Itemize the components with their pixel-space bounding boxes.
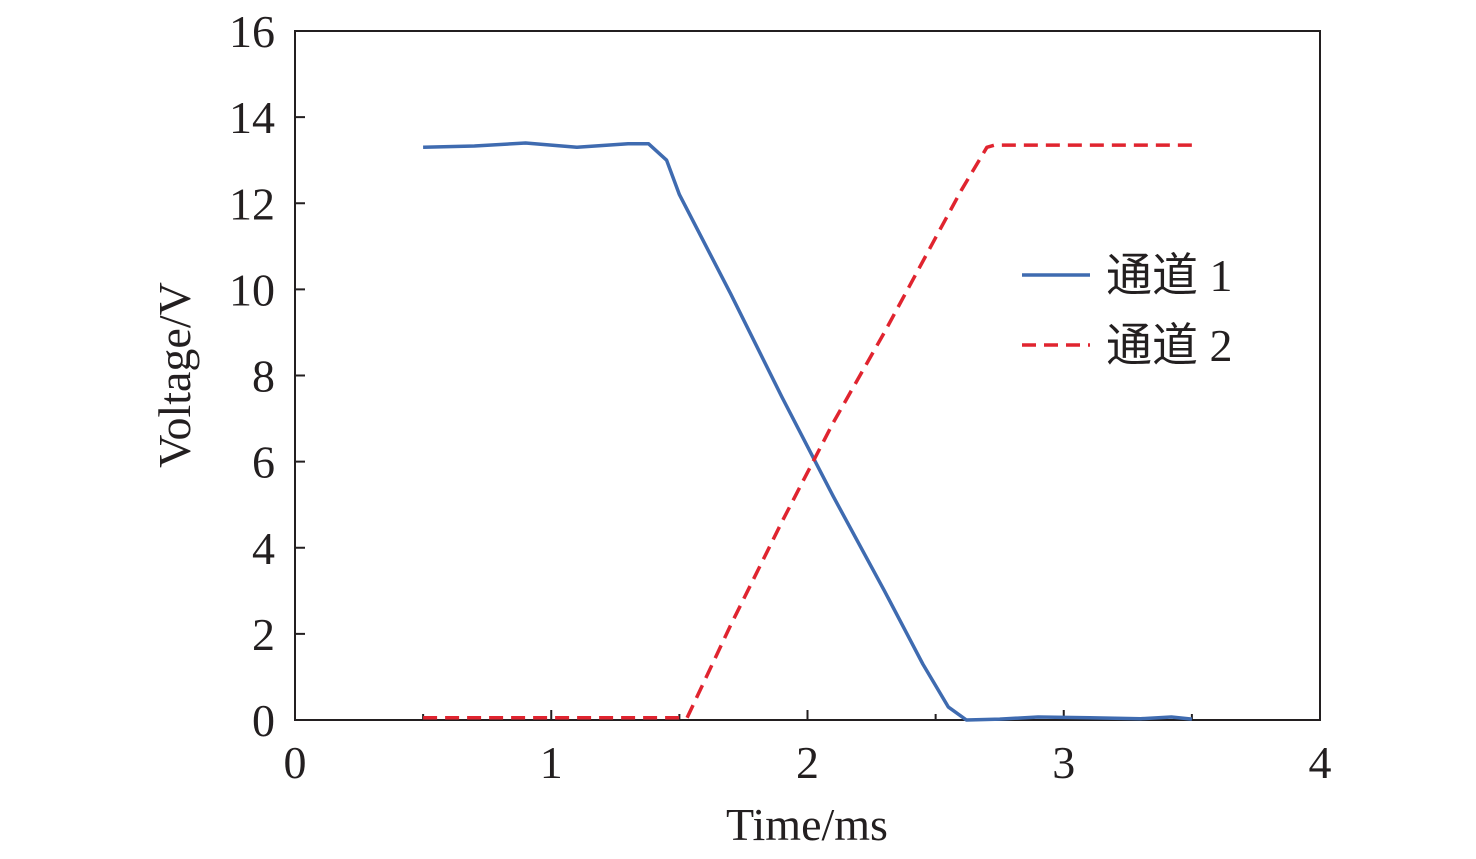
legend-label-2: 通道 2 <box>1106 320 1233 371</box>
y-tick-label-8: 16 <box>229 6 275 57</box>
plot-frame <box>294 30 1321 721</box>
y-tick-label-0: 0 <box>252 695 275 746</box>
y-tick-label-2: 4 <box>252 523 275 574</box>
y-tick-label-6: 12 <box>229 178 275 229</box>
x-tick-label-2: 2 <box>796 737 819 788</box>
y-tick-label-1: 2 <box>252 609 275 660</box>
y-tick-label-3: 6 <box>252 437 275 488</box>
series-layer <box>423 141 1193 722</box>
y-tick-label-5: 10 <box>229 264 275 315</box>
x-tick-label-0: 0 <box>284 737 307 788</box>
legend-label-1: 通道 1 <box>1106 250 1233 301</box>
x-axis-title: Time/ms <box>726 799 888 850</box>
series-line-1 <box>423 141 1193 722</box>
x-tick-label-4: 4 <box>1309 737 1332 788</box>
y-tick-label-7: 14 <box>229 92 275 143</box>
y-axis-title: Voltage/V <box>149 282 200 468</box>
x-tick-label-1: 1 <box>540 737 563 788</box>
y-tick-label-4: 8 <box>252 351 275 402</box>
legend: 通道 1 通道 2 <box>1022 250 1233 371</box>
x-tick-label-3: 3 <box>1052 737 1075 788</box>
series-line-2 <box>423 143 1192 720</box>
